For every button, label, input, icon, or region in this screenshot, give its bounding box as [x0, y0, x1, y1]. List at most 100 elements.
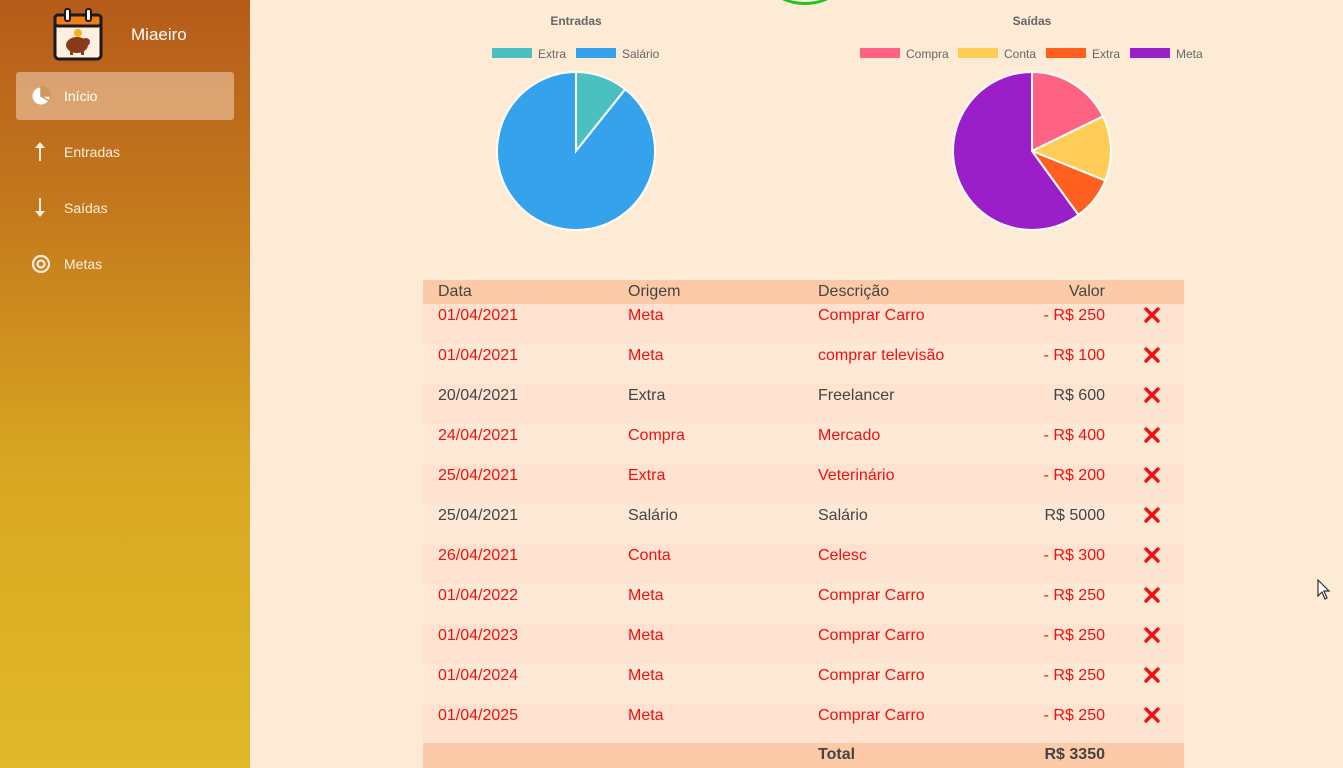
pie-slice-salário[interactable] [496, 70, 656, 231]
cell-date: 26/04/2021 [438, 547, 519, 564]
header-description: Descrição [818, 283, 890, 300]
cell-origin: Conta [628, 547, 671, 564]
sidebar-item-label: Início [64, 88, 98, 104]
cell-date: 20/04/2021 [438, 387, 519, 404]
cell-value: - R$ 250 [1043, 627, 1105, 644]
header-date: Data [438, 283, 472, 300]
header-value: Valor [1068, 283, 1105, 300]
legend-label: Extra [1092, 47, 1121, 61]
cell-description: Comprar Carro [818, 627, 925, 644]
cell-description: Salário [818, 507, 868, 524]
cell-origin: Meta [628, 667, 664, 684]
pie-chart-saidas[interactable] [951, 70, 1113, 232]
cell-description: Mercado [818, 427, 881, 444]
table-row: 01/04/2024 Meta Comprar Carro - R$ 250 [423, 664, 1184, 704]
table-header: Data Origem Descrição Valor [423, 280, 1184, 304]
sidebar-item-entradas[interactable]: Entradas [16, 128, 234, 176]
cell-description: Comprar Carro [818, 667, 925, 684]
legend-swatch [1046, 48, 1086, 58]
cell-value: R$ 5000 [1044, 507, 1106, 524]
pie-slice-meta[interactable] [952, 70, 1080, 231]
legend-label: Compra [906, 47, 949, 61]
cell-origin: Meta [628, 307, 664, 324]
arrow-up-icon [35, 142, 45, 161]
legend-label: Meta [1176, 47, 1203, 61]
cell-description: Freelancer [818, 387, 895, 404]
cell-value: - R$ 400 [1043, 427, 1105, 444]
table-row: 26/04/2021 Conta Celesc - R$ 300 [423, 544, 1184, 584]
cell-value: - R$ 200 [1043, 467, 1105, 484]
chart-title-saidas: Saídas [1012, 14, 1052, 28]
delete-row-button[interactable] [1144, 507, 1160, 523]
chart-title-entradas: Entradas [550, 14, 602, 28]
delete-row-button[interactable] [1144, 347, 1160, 363]
delete-row-button[interactable] [1144, 427, 1160, 443]
legend-swatch [958, 48, 998, 58]
cell-value: - R$ 250 [1043, 587, 1105, 604]
legend-label: Salário [622, 47, 660, 61]
cell-value: - R$ 100 [1043, 347, 1105, 364]
delete-row-button[interactable] [1144, 587, 1160, 603]
cell-date: 01/04/2021 [438, 347, 519, 364]
delete-row-button[interactable] [1144, 627, 1160, 643]
cell-date: 01/04/2023 [438, 627, 519, 644]
top-progress-arc [750, 0, 860, 5]
delete-row-button[interactable] [1144, 707, 1160, 723]
legend-swatch [1130, 48, 1170, 58]
brand[interactable]: Miaeiro [0, 0, 250, 70]
table-footer: Total R$ 3350 [423, 743, 1184, 768]
target-icon [31, 254, 51, 274]
cell-origin: Salário [628, 507, 678, 524]
cell-value: - R$ 250 [1043, 667, 1105, 684]
delete-row-button[interactable] [1144, 667, 1160, 683]
cell-origin: Meta [628, 627, 664, 644]
legend-swatch [860, 48, 900, 58]
pie-slice-conta[interactable] [1029, 115, 1112, 182]
sidebar-item-label: Saídas [64, 200, 108, 216]
cell-value: - R$ 250 [1043, 707, 1105, 724]
sidebar-item-label: Metas [64, 256, 103, 272]
pie-chart-icon [32, 85, 52, 105]
cell-date: 01/04/2021 [438, 307, 519, 324]
pie-chart-entradas[interactable] [495, 70, 657, 232]
cell-description: Comprar Carro [818, 587, 925, 604]
cell-description: Veterinário [818, 467, 895, 484]
delete-row-button[interactable] [1144, 387, 1160, 403]
sidebar-item-saidas[interactable]: Saídas [16, 184, 234, 232]
cell-origin: Compra [628, 427, 685, 444]
delete-row-button[interactable] [1144, 307, 1160, 323]
cell-date: 01/04/2024 [438, 667, 519, 684]
table-row: 01/04/2022 Meta Comprar Carro - R$ 250 [423, 584, 1184, 624]
sidebar-item-label: Entradas [64, 144, 121, 160]
app-name: Miaeiro [131, 25, 187, 44]
cell-date: 24/04/2021 [438, 427, 519, 444]
pie-slice-compra[interactable] [1031, 70, 1105, 153]
sidebar-item-metas[interactable]: Metas [16, 240, 234, 288]
cell-origin: Extra [628, 387, 666, 404]
header-origin: Origem [628, 283, 681, 300]
piggy-calendar-logo-icon [53, 8, 103, 61]
sidebar: Miaeiro Início Entradas Saídas Metas [0, 0, 250, 768]
table-row: 01/04/2021 Meta Comprar Carro - R$ 250 [423, 304, 1184, 344]
total-value: R$ 3350 [1044, 746, 1106, 763]
cell-value: - R$ 250 [1043, 307, 1105, 324]
cell-description: comprar televisão [818, 347, 945, 364]
cell-date: 25/04/2021 [438, 467, 519, 484]
delete-row-button[interactable] [1144, 547, 1160, 563]
delete-row-button[interactable] [1144, 467, 1160, 483]
cell-description: Celesc [818, 547, 867, 564]
mouse-cursor-icon [1317, 579, 1331, 600]
table-row: 25/04/2021 Extra Veterinário - R$ 200 [423, 464, 1184, 504]
legend-label: Conta [1004, 47, 1037, 61]
cell-origin: Meta [628, 587, 664, 604]
cell-description: Comprar Carro [818, 307, 925, 324]
table-row: 01/04/2023 Meta Comprar Carro - R$ 250 [423, 624, 1184, 664]
table-row: 24/04/2021 Compra Mercado - R$ 400 [423, 424, 1184, 464]
cell-description: Comprar Carro [818, 707, 925, 724]
cell-date: 01/04/2022 [438, 587, 519, 604]
table-row: 25/04/2021 Salário Salário R$ 5000 [423, 504, 1184, 544]
table-row: 01/04/2021 Meta comprar televisão - R$ 100 [423, 344, 1184, 384]
total-label: Total [818, 746, 856, 763]
legend-label: Extra [538, 47, 567, 61]
sidebar-item-inicio[interactable]: Início [16, 72, 234, 120]
